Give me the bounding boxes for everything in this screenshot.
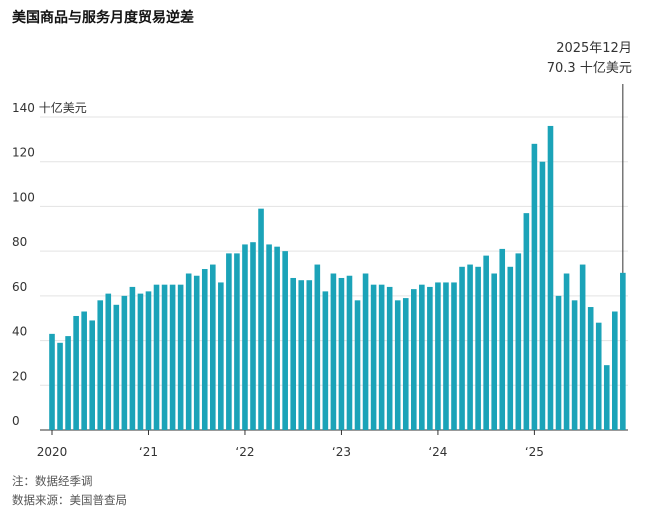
bar (370, 284, 377, 430)
bar (603, 365, 610, 430)
bar (346, 275, 353, 430)
bar (73, 315, 79, 430)
note: 注：数据经季调 (12, 474, 93, 488)
bar (234, 253, 240, 430)
bar (555, 295, 562, 430)
bar (386, 286, 393, 430)
bar (571, 300, 578, 430)
bar (161, 284, 168, 430)
bar (298, 280, 305, 430)
bar (579, 264, 586, 430)
bar (81, 311, 87, 430)
bar (459, 266, 465, 430)
bar (57, 342, 63, 430)
bar (105, 293, 112, 430)
bar (290, 277, 296, 430)
bar (137, 293, 144, 430)
bar (218, 282, 224, 430)
bar (587, 307, 594, 430)
y-tick-label: 20 (12, 369, 27, 383)
bar (49, 333, 55, 430)
bar (282, 251, 288, 430)
x-tick-label: ‘22 (235, 445, 254, 459)
bar (435, 282, 441, 430)
bar (338, 277, 345, 430)
annotation: 2025年12月 (556, 41, 632, 56)
bar (314, 264, 321, 430)
bar (595, 322, 602, 430)
bar (523, 213, 530, 430)
bar (89, 320, 95, 430)
bar (177, 284, 184, 430)
bar (563, 273, 570, 430)
bar (547, 125, 554, 430)
bar (354, 300, 361, 430)
bar (451, 282, 457, 430)
x-tick-label: ‘24 (428, 445, 447, 459)
bar (322, 291, 329, 430)
bar (306, 280, 313, 430)
bar (515, 253, 522, 430)
bar (475, 266, 481, 430)
bar (443, 282, 449, 430)
bar (539, 161, 546, 430)
bar (330, 273, 337, 430)
bar (210, 264, 216, 430)
bar (491, 273, 497, 430)
bar (266, 244, 272, 430)
bar (201, 269, 208, 430)
bar (169, 284, 176, 430)
bar (145, 291, 152, 430)
bar (185, 273, 192, 430)
y-tick-label: 140 十亿美元 (12, 100, 87, 115)
y-tick-label: 120 (12, 146, 35, 160)
source: 数据来源：美国普查局 (12, 493, 127, 507)
bar (362, 273, 369, 430)
bar (507, 266, 514, 430)
y-tick-label: 80 (12, 235, 27, 249)
bar (394, 300, 401, 430)
bar (499, 248, 506, 430)
y-tick-label: 0 (12, 414, 20, 428)
x-tick-label: ‘21 (139, 445, 158, 459)
x-tick-label: ‘25 (525, 445, 544, 459)
x-tick-label: ‘23 (332, 445, 351, 459)
bar (419, 284, 425, 430)
bar (250, 242, 256, 430)
bar (378, 284, 385, 430)
bar (531, 143, 538, 431)
bar (620, 272, 626, 430)
chart-title: 美国商品与服务月度贸易逆差 (12, 9, 194, 26)
bar (242, 244, 248, 430)
bar (121, 295, 128, 430)
bar (193, 275, 200, 430)
x-tick-label: 2020 (37, 445, 68, 459)
bar (226, 253, 232, 430)
y-tick-label: 100 (12, 190, 35, 204)
bar (258, 208, 264, 430)
bar (153, 284, 160, 430)
bar (467, 264, 473, 430)
bar (483, 255, 489, 430)
bar (129, 286, 136, 430)
y-tick-label: 60 (12, 280, 27, 294)
bar (427, 286, 433, 430)
y-tick-label: 40 (12, 325, 27, 339)
bar (113, 304, 120, 430)
value-label: 70.3 十亿美元 (547, 61, 632, 76)
bar (274, 246, 280, 430)
bar (65, 336, 71, 430)
bar (411, 289, 417, 430)
bar (97, 300, 104, 430)
bar (402, 298, 409, 430)
bar (612, 311, 618, 430)
